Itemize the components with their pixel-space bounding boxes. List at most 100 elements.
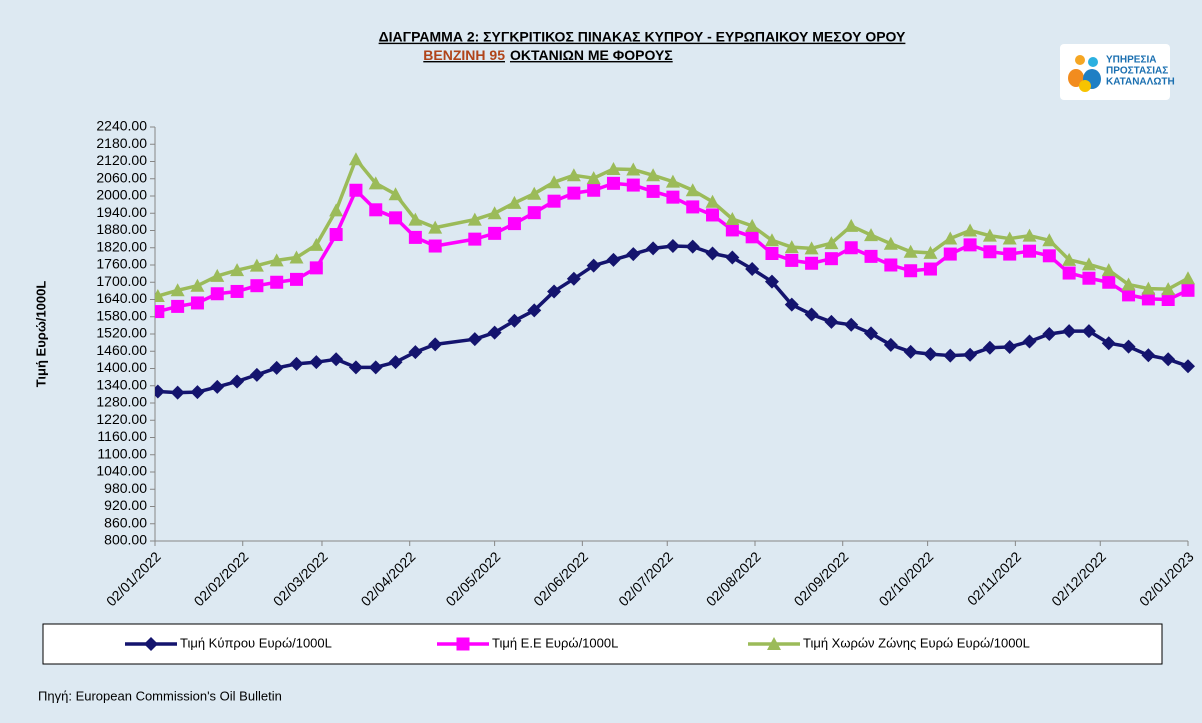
marker: [963, 238, 977, 252]
marker: [665, 239, 680, 254]
marker: [269, 253, 284, 267]
marker: [507, 195, 522, 209]
marker: [606, 252, 621, 267]
marker: [1022, 334, 1037, 349]
marker: [547, 284, 562, 299]
marker: [1161, 352, 1176, 367]
marker: [844, 317, 859, 332]
logo: ΥΠΗΡΕΣΙΑ ΠΡΟΣΤΑΣΙΑΣ ΚΑΤΑΝΑΛΩΤΗ: [1060, 44, 1175, 100]
marker: [1122, 288, 1136, 302]
marker: [210, 268, 225, 282]
marker: [1101, 263, 1116, 277]
marker: [456, 637, 470, 651]
marker: [586, 258, 601, 273]
marker: [587, 183, 601, 197]
marker: [725, 212, 740, 225]
marker: [170, 385, 185, 400]
marker: [943, 348, 958, 363]
marker: [646, 168, 661, 182]
marker: [1141, 292, 1155, 306]
marker: [190, 385, 205, 400]
marker: [884, 258, 898, 272]
marker: [1042, 327, 1057, 341]
marker: [784, 240, 799, 254]
marker: [1141, 348, 1156, 363]
marker: [408, 230, 422, 244]
marker: [1062, 266, 1076, 280]
y-tick-label: 1820.00: [96, 238, 147, 254]
marker: [864, 228, 879, 242]
y-tick-label: 1940.00: [96, 204, 147, 220]
marker: [864, 326, 879, 341]
logo-shape: [1079, 80, 1091, 92]
marker: [883, 337, 898, 352]
marker: [428, 337, 443, 352]
marker: [705, 246, 720, 261]
y-tick-label: 1760.00: [96, 256, 147, 272]
marker: [329, 352, 344, 367]
marker: [824, 314, 839, 329]
marker: [1003, 247, 1017, 261]
marker: [1141, 281, 1156, 295]
marker: [467, 332, 482, 347]
subtitle-part: ΒΕΝΖΙΝΗ 95: [423, 47, 505, 63]
marker: [626, 162, 641, 176]
marker: [309, 355, 324, 370]
subtitle-part: ΟΚΤΑΝΙΩΝ ΜΕ ΦΟΡΟΥΣ: [510, 47, 673, 63]
series: [155, 239, 1195, 400]
marker: [1181, 271, 1195, 285]
y-tick-label: 980.00: [104, 480, 147, 496]
marker: [488, 226, 502, 240]
legend-label: Τιμή Κύπρου Ευρώ/1000L: [180, 635, 332, 650]
marker: [155, 305, 165, 319]
marker: [1161, 282, 1176, 296]
marker: [1023, 244, 1037, 258]
y-tick-label: 2120.00: [96, 152, 147, 168]
marker: [408, 345, 423, 360]
logo-text: ΠΡΟΣΤΑΣΙΑΣ: [1106, 66, 1168, 77]
marker: [844, 241, 858, 255]
y-tick-label: 2000.00: [96, 187, 147, 203]
y-tick-label: 1700.00: [96, 273, 147, 289]
marker: [1181, 283, 1195, 297]
marker: [666, 190, 680, 204]
marker: [547, 194, 561, 208]
logo-dot: [1075, 55, 1085, 65]
y-tick-label: 1460.00: [96, 342, 147, 358]
marker: [943, 231, 958, 245]
y-tick-label: 2180.00: [96, 135, 147, 151]
marker: [171, 299, 185, 313]
y-tick-label: 1340.00: [96, 376, 147, 392]
marker: [547, 175, 562, 189]
y-tick-label: 1580.00: [96, 307, 147, 323]
logo-text: ΚΑΤΑΝΑΛΩΤΗ: [1106, 77, 1175, 88]
marker: [982, 228, 997, 242]
y-tick-label: 1220.00: [96, 411, 147, 427]
marker: [705, 194, 720, 208]
y-tick-label: 1880.00: [96, 221, 147, 237]
marker: [883, 236, 898, 250]
marker: [566, 271, 581, 286]
marker: [745, 262, 760, 277]
marker: [329, 228, 343, 242]
marker: [844, 218, 859, 232]
marker: [290, 272, 304, 286]
marker: [487, 206, 502, 220]
marker: [428, 220, 443, 234]
y-tick-label: 1160.00: [97, 428, 147, 444]
legend-label: Τιμή Ε.Ε Ευρώ/1000L: [492, 635, 618, 650]
marker: [1062, 324, 1077, 339]
marker: [943, 247, 957, 261]
marker: [1042, 233, 1057, 247]
marker: [626, 247, 641, 262]
marker: [230, 374, 245, 389]
marker: [923, 262, 937, 276]
marker: [745, 218, 760, 232]
marker: [665, 174, 680, 188]
marker: [586, 171, 601, 185]
marker: [685, 239, 700, 254]
marker: [389, 211, 403, 225]
legend-label: Τιμή Χωρών Ζώνης Ευρώ Ευρώ/1000L: [803, 635, 1030, 650]
marker: [269, 360, 284, 375]
